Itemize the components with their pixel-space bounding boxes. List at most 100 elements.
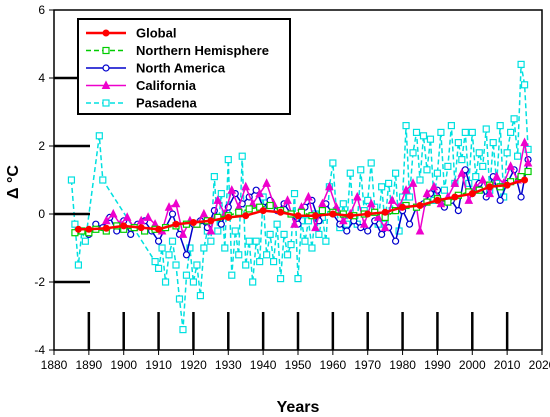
data-point	[238, 152, 246, 160]
x-tick-label: 1950	[285, 358, 312, 372]
data-point	[475, 149, 483, 157]
data-point	[241, 181, 251, 191]
data-point	[346, 169, 354, 177]
legend-label: Pasadena	[136, 96, 197, 111]
data-point	[524, 167, 532, 176]
data-point	[263, 251, 271, 259]
data-point	[437, 128, 445, 136]
data-point	[517, 193, 525, 201]
x-tick-label: 1980	[389, 358, 416, 372]
data-point	[520, 137, 529, 147]
x-tick-label: 1910	[145, 358, 172, 372]
legend-item: Pasadena	[86, 96, 197, 111]
data-point	[458, 156, 466, 164]
data-point	[242, 261, 250, 269]
legend-item: North America	[86, 61, 226, 76]
data-point	[364, 210, 372, 218]
data-point	[416, 202, 424, 209]
data-point	[242, 212, 250, 220]
data-point	[214, 227, 222, 235]
data-point	[485, 188, 495, 198]
data-point	[454, 139, 462, 147]
data-point	[506, 161, 515, 170]
data-point	[196, 292, 204, 300]
data-point	[224, 213, 232, 221]
data-point	[378, 230, 386, 238]
x-axis-label: Years	[277, 399, 320, 416]
data-point	[255, 188, 264, 198]
x-tick-label: 1940	[250, 358, 277, 372]
data-point	[245, 237, 253, 245]
data-point	[259, 207, 267, 215]
data-point	[423, 166, 431, 174]
legend-box	[77, 18, 291, 115]
data-point	[373, 212, 383, 221]
data-point	[520, 81, 529, 89]
data-point	[402, 121, 410, 130]
data-point	[189, 278, 198, 286]
data-point	[415, 225, 425, 235]
data-point	[507, 128, 515, 136]
data-point	[71, 220, 79, 228]
series-global	[74, 176, 529, 233]
y-tick-label: 6	[38, 3, 45, 17]
legend-label: California	[136, 78, 197, 93]
data-point	[461, 128, 469, 136]
data-point	[479, 162, 487, 170]
series-layer	[67, 60, 533, 334]
data-point	[311, 222, 320, 232]
legend-label: North America	[136, 61, 226, 76]
x-tick-label: 1970	[354, 358, 381, 372]
data-point	[322, 237, 330, 245]
data-point	[252, 237, 260, 245]
data-point	[224, 156, 232, 164]
data-point	[178, 229, 188, 238]
data-point	[207, 217, 215, 225]
data-point	[189, 219, 197, 226]
data-point	[357, 166, 365, 174]
data-point	[120, 222, 128, 230]
data-point	[401, 185, 411, 194]
data-point	[283, 251, 292, 259]
data-point	[294, 212, 302, 220]
legend-label: Northern Hemisphere	[136, 43, 269, 58]
data-point	[468, 128, 476, 136]
data-point	[440, 186, 448, 194]
data-point	[318, 207, 326, 215]
data-point	[422, 188, 432, 198]
data-point	[405, 220, 414, 228]
y-tick-label: 0	[38, 207, 45, 221]
legend: Global Northern Hemisphere North America Ca…	[77, 18, 291, 115]
data-point	[343, 227, 351, 235]
data-point	[171, 198, 181, 208]
data-point	[367, 159, 375, 167]
data-point	[392, 237, 400, 245]
data-point	[102, 64, 110, 72]
data-point	[339, 215, 348, 225]
data-point	[67, 176, 76, 184]
data-point	[179, 326, 187, 334]
y-tick-label: -4	[34, 343, 45, 357]
data-point	[433, 169, 442, 177]
data-point	[447, 121, 455, 130]
data-point	[270, 258, 278, 266]
data-point	[478, 174, 488, 184]
data-point	[256, 258, 264, 266]
x-tick-label: 1960	[320, 358, 347, 372]
data-point	[503, 181, 511, 189]
data-point	[122, 212, 132, 221]
data-point	[329, 210, 337, 218]
data-point	[359, 219, 369, 228]
data-point	[81, 237, 89, 245]
data-point	[482, 125, 490, 133]
data-point	[235, 251, 243, 259]
data-point	[102, 29, 110, 37]
x-tick-label: 1890	[76, 358, 103, 372]
data-point	[273, 220, 281, 228]
data-point	[168, 210, 177, 218]
data-point	[101, 80, 111, 89]
data-point	[339, 200, 347, 208]
data-point	[200, 244, 208, 252]
